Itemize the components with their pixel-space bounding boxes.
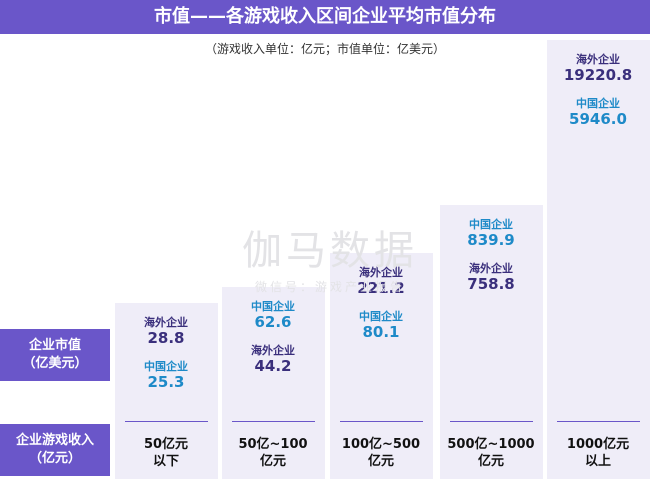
column-bg	[330, 253, 433, 479]
x-tick-label-line: 1000亿元	[566, 437, 630, 452]
data-value-label: 25.3	[147, 373, 185, 391]
data-value-label: 19220.8	[563, 66, 633, 84]
x-tick-label-line: 以下	[152, 454, 179, 469]
data-value-label: 5946.0	[569, 110, 627, 128]
x-tick-label-line: 亿元	[259, 454, 286, 469]
data-value-label: 28.8	[147, 329, 185, 347]
column-bg	[547, 40, 650, 479]
data-value-label: 80.1	[362, 323, 400, 341]
chart-title: 市值——各游戏收入区间企业平均市值分布	[0, 0, 650, 34]
row-label-revenue-line2: （亿元）	[28, 451, 81, 466]
data-value-label: 758.8	[467, 275, 515, 293]
series-name-label: 中国企业	[576, 97, 620, 110]
x-tick-label-line: 亿元	[477, 454, 504, 469]
watermark-logo-text: 伽马数据	[242, 228, 418, 274]
x-tick-label-line: 亿元	[367, 454, 394, 469]
row-label-market-value-line2: （亿美元）	[22, 356, 88, 371]
row-label-market-value: 企业市值 （亿美元）	[0, 329, 110, 381]
data-value-label: 62.6	[254, 313, 292, 331]
watermark-subtext: 微信号：游戏产业报告	[254, 280, 405, 294]
column-separator	[557, 421, 640, 422]
x-tick-label-line: 50亿~100	[238, 437, 308, 452]
column-separator	[125, 421, 208, 422]
data-value-label: 839.9	[467, 231, 515, 249]
x-tick-label: 100亿~500 亿元	[331, 436, 431, 470]
data-value-label: 44.2	[254, 357, 292, 375]
series-name-label: 中国企业	[144, 360, 188, 373]
column-bg	[440, 205, 543, 479]
row-label-revenue-line1: 企业游戏收入	[15, 433, 94, 448]
row-label-market-value-line1: 企业市值	[28, 338, 81, 353]
column-bg	[222, 287, 325, 479]
x-tick-label: 1000亿元 以上	[548, 436, 648, 470]
x-tick-label-line: 500亿~1000	[447, 437, 535, 452]
row-label-revenue: 企业游戏收入 （亿元）	[0, 424, 110, 476]
column-separator	[340, 421, 423, 422]
series-name-label: 海外企业	[251, 344, 295, 357]
x-tick-label-line: 100亿~500	[341, 437, 421, 452]
column-separator	[450, 421, 533, 422]
series-name-label: 中国企业	[251, 300, 295, 313]
series-name-label: 海外企业	[469, 262, 513, 275]
x-tick-label-line: 50亿元	[143, 437, 189, 452]
column-bg	[115, 303, 218, 479]
x-tick-label: 500亿~1000 亿元	[441, 436, 541, 470]
x-tick-label: 50亿元以下	[116, 436, 216, 470]
x-tick-label: 50亿~100 亿元	[223, 436, 323, 470]
chart-subtitle: （游戏收入单位：亿元；市值单位：亿美元）	[204, 42, 445, 56]
series-name-label: 海外企业	[359, 266, 403, 279]
series-name-label: 海外企业	[144, 316, 188, 329]
series-name-label: 中国企业	[359, 310, 403, 323]
series-name-label: 中国企业	[469, 218, 513, 231]
data-value-label: 221.2	[357, 279, 405, 297]
column-separator	[232, 421, 315, 422]
series-name-label: 海外企业	[576, 53, 620, 66]
x-tick-label-line: 以上	[584, 454, 611, 469]
